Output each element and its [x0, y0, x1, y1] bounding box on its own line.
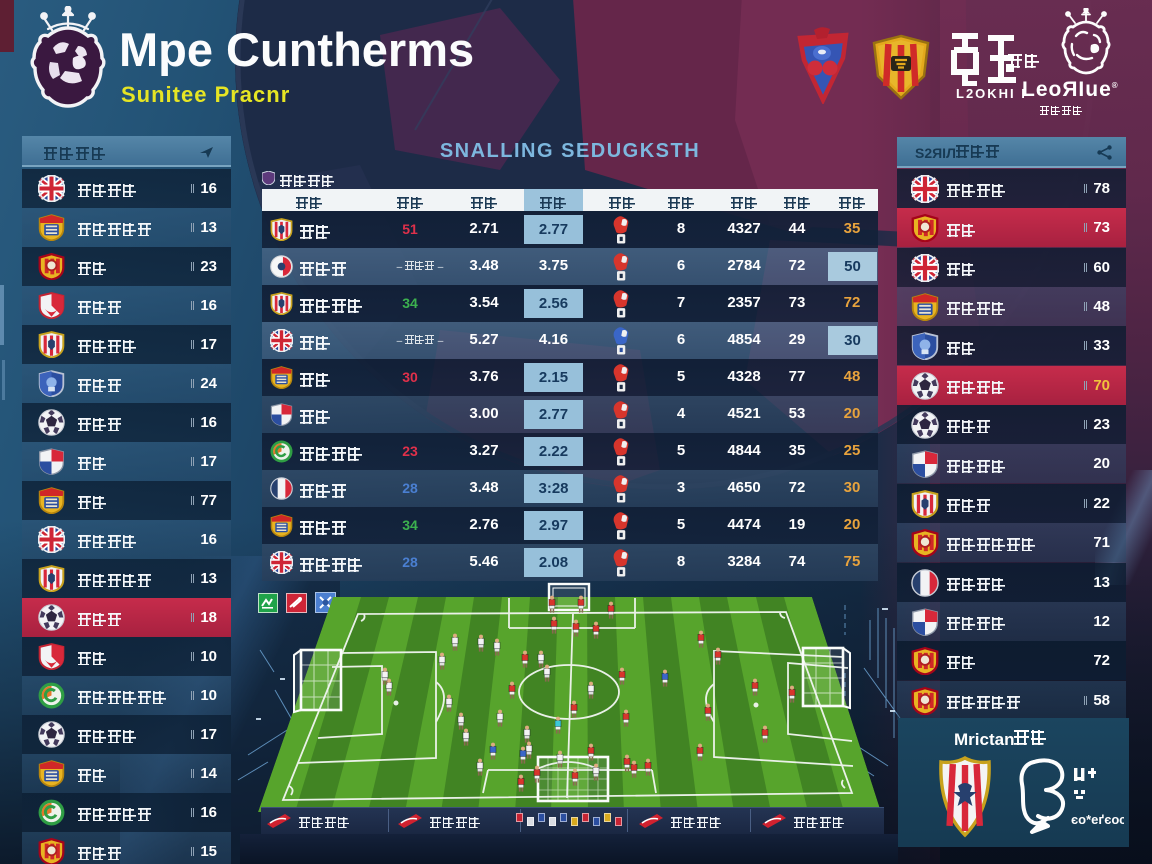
svg-text:єо*еґєосѕ: єо*еґєосѕ [1071, 812, 1124, 827]
